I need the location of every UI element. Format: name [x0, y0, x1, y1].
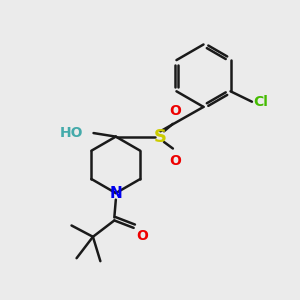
Text: S: S: [154, 128, 167, 146]
Text: N: N: [110, 186, 122, 201]
Text: Cl: Cl: [254, 95, 268, 109]
Text: HO: HO: [60, 126, 83, 140]
Text: O: O: [136, 230, 148, 243]
Text: O: O: [169, 154, 181, 169]
Text: O: O: [169, 104, 181, 118]
